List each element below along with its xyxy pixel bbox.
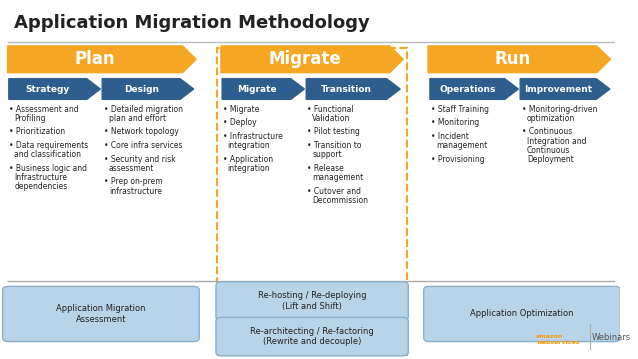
Polygon shape — [520, 79, 610, 99]
Text: • Migrate: • Migrate — [223, 105, 259, 114]
Text: Operations: Operations — [439, 84, 496, 94]
Text: • Detailed migration: • Detailed migration — [104, 105, 183, 114]
Text: Deployment: Deployment — [527, 155, 574, 164]
Text: Infrastructure: Infrastructure — [15, 173, 68, 182]
Text: integration: integration — [228, 164, 271, 173]
Text: • Prep on-prem: • Prep on-prem — [104, 177, 163, 186]
Text: and classification: and classification — [15, 150, 82, 159]
Text: • Security and risk: • Security and risk — [104, 155, 175, 164]
FancyBboxPatch shape — [3, 286, 199, 341]
Text: support: support — [313, 150, 342, 159]
Text: Integration and: Integration and — [527, 137, 586, 146]
Polygon shape — [9, 79, 100, 99]
Text: • Continuous: • Continuous — [522, 127, 572, 136]
Text: infrastructure: infrastructure — [109, 187, 162, 196]
Text: • Core infra services: • Core infra services — [104, 141, 182, 150]
Polygon shape — [221, 46, 403, 73]
Text: Re-hosting / Re-deploying
(Lift and Shift): Re-hosting / Re-deploying (Lift and Shif… — [258, 291, 366, 311]
Text: Re-architecting / Re-factoring
(Rewrite and decouple): Re-architecting / Re-factoring (Rewrite … — [250, 327, 374, 346]
Text: management: management — [436, 141, 487, 150]
Text: plan and effort: plan and effort — [109, 114, 166, 123]
Text: Application Migration
Assessment: Application Migration Assessment — [56, 304, 145, 324]
Text: • Application: • Application — [223, 155, 273, 164]
FancyBboxPatch shape — [424, 286, 620, 341]
Text: • Monitoring: • Monitoring — [431, 118, 479, 127]
Text: Application Optimization: Application Optimization — [470, 309, 574, 318]
Text: • Business logic and: • Business logic and — [10, 164, 87, 173]
Text: • Data requirements: • Data requirements — [10, 141, 89, 150]
Text: • Functional: • Functional — [308, 105, 354, 114]
Text: Migrate: Migrate — [237, 84, 276, 94]
Text: Transition: Transition — [321, 84, 372, 94]
Text: amazon
webservices: amazon webservices — [537, 334, 580, 345]
Polygon shape — [428, 46, 611, 73]
Text: Strategy: Strategy — [26, 84, 70, 94]
Text: Improvement: Improvement — [524, 84, 592, 94]
Text: dependencies: dependencies — [15, 182, 68, 191]
Text: • Infrastructure: • Infrastructure — [223, 132, 283, 141]
Polygon shape — [102, 79, 194, 99]
Text: • Pilot testing: • Pilot testing — [308, 127, 360, 136]
Polygon shape — [306, 79, 400, 99]
Text: • Transition to: • Transition to — [308, 141, 362, 150]
Text: assessment: assessment — [109, 164, 154, 173]
Text: Continuous: Continuous — [527, 146, 570, 155]
Text: • Staff Training: • Staff Training — [431, 105, 489, 114]
Text: • Incident: • Incident — [431, 132, 469, 141]
Text: • Network topology: • Network topology — [104, 127, 179, 136]
Text: Run: Run — [494, 50, 531, 68]
Text: • Deploy: • Deploy — [223, 118, 256, 127]
Text: Plan: Plan — [75, 50, 115, 68]
Text: Profiling: Profiling — [15, 114, 46, 123]
Text: Application Migration Methodology: Application Migration Methodology — [14, 14, 369, 32]
Polygon shape — [430, 79, 518, 99]
Text: • Assessment and: • Assessment and — [10, 105, 79, 114]
Polygon shape — [8, 46, 196, 73]
Text: Decommission: Decommission — [313, 196, 368, 205]
FancyBboxPatch shape — [216, 282, 408, 320]
Text: Validation: Validation — [313, 114, 351, 123]
Text: • Cutover and: • Cutover and — [308, 187, 362, 196]
Text: • Release: • Release — [308, 164, 345, 173]
FancyBboxPatch shape — [216, 317, 408, 356]
Text: Webinars: Webinars — [592, 332, 631, 341]
Text: • Monitoring-driven: • Monitoring-driven — [522, 105, 597, 114]
Text: Design: Design — [124, 84, 159, 94]
Text: Migrate: Migrate — [269, 50, 342, 68]
Text: management: management — [313, 173, 364, 182]
Text: integration: integration — [228, 141, 271, 150]
Polygon shape — [222, 79, 304, 99]
Text: • Prioritization: • Prioritization — [10, 127, 66, 136]
Text: optimization: optimization — [527, 114, 575, 123]
Text: • Provisioning: • Provisioning — [431, 155, 485, 164]
